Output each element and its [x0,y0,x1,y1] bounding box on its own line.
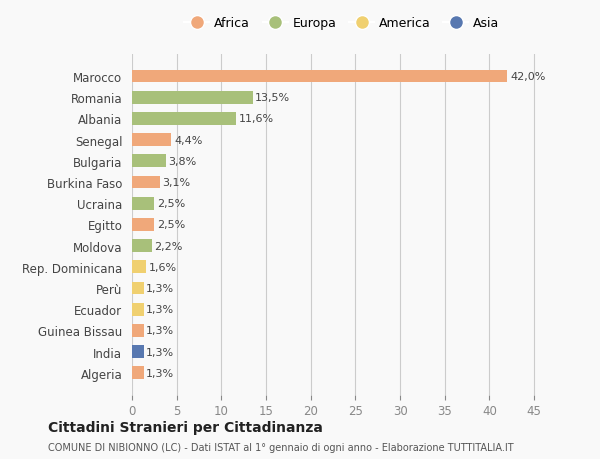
Text: 1,3%: 1,3% [146,304,175,314]
Text: 1,3%: 1,3% [146,347,175,357]
Bar [132,176,160,189]
Bar [132,218,154,231]
Text: 2,2%: 2,2% [154,241,183,251]
Text: 1,3%: 1,3% [146,283,175,293]
Bar [132,71,508,83]
Text: 1,3%: 1,3% [146,326,175,336]
Bar [132,113,236,125]
Text: 1,3%: 1,3% [146,368,175,378]
Bar [132,346,143,358]
Legend: Africa, Europa, America, Asia: Africa, Europa, America, Asia [184,17,500,30]
Bar [132,303,143,316]
Bar [132,367,143,379]
Bar [132,261,146,274]
Text: 2,5%: 2,5% [157,220,185,230]
Text: 4,4%: 4,4% [174,135,202,146]
Text: COMUNE DI NIBIONNO (LC) - Dati ISTAT al 1° gennaio di ogni anno - Elaborazione T: COMUNE DI NIBIONNO (LC) - Dati ISTAT al … [48,442,514,452]
Text: 13,5%: 13,5% [256,93,290,103]
Bar [132,197,154,210]
Text: 1,6%: 1,6% [149,262,177,272]
Text: Cittadini Stranieri per Cittadinanza: Cittadini Stranieri per Cittadinanza [48,420,323,435]
Text: 42,0%: 42,0% [510,72,545,82]
Bar [132,325,143,337]
Text: 3,1%: 3,1% [163,178,191,188]
Bar [132,134,172,147]
Bar [132,282,143,295]
Bar [132,155,166,168]
Text: 2,5%: 2,5% [157,199,185,209]
Text: 3,8%: 3,8% [169,157,197,167]
Bar [132,240,152,252]
Text: 11,6%: 11,6% [238,114,274,124]
Bar [132,92,253,104]
